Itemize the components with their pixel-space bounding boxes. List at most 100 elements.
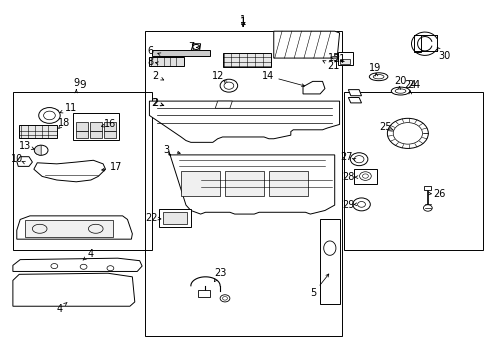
Polygon shape	[303, 81, 325, 94]
Circle shape	[349, 153, 367, 166]
Bar	[13, 92, 152, 250]
Polygon shape	[413, 35, 420, 51]
Bar	[162, 212, 186, 224]
Polygon shape	[17, 157, 32, 166]
Text: 1: 1	[240, 17, 246, 27]
Polygon shape	[168, 151, 334, 214]
Polygon shape	[149, 101, 339, 142]
Polygon shape	[273, 31, 339, 58]
Text: 2: 2	[152, 98, 159, 108]
Polygon shape	[13, 273, 135, 306]
Polygon shape	[13, 258, 142, 271]
Circle shape	[220, 295, 229, 302]
Text: 17: 17	[110, 162, 122, 172]
Text: 16: 16	[104, 120, 116, 129]
Text: 29: 29	[342, 200, 354, 210]
Bar	[103, 122, 116, 131]
Text: 5: 5	[310, 288, 316, 298]
Polygon shape	[320, 220, 339, 304]
Circle shape	[362, 174, 367, 178]
Bar	[144, 31, 341, 336]
Text: 20: 20	[393, 76, 406, 86]
Circle shape	[392, 123, 422, 144]
Circle shape	[34, 145, 48, 155]
Text: 2: 2	[152, 71, 159, 81]
Text: 2: 2	[151, 98, 157, 108]
Circle shape	[39, 108, 60, 123]
Text: 15: 15	[327, 53, 339, 63]
Circle shape	[51, 264, 58, 269]
Text: 14: 14	[261, 71, 273, 81]
Bar	[424, 186, 430, 190]
Circle shape	[357, 202, 365, 207]
Circle shape	[222, 297, 227, 300]
Polygon shape	[34, 160, 105, 182]
Text: 28: 28	[342, 172, 354, 182]
Circle shape	[107, 266, 114, 271]
Circle shape	[220, 79, 237, 92]
Wedge shape	[34, 145, 41, 155]
Text: 13: 13	[19, 141, 31, 151]
Circle shape	[80, 264, 87, 269]
Text: 11: 11	[65, 103, 78, 113]
Ellipse shape	[372, 75, 383, 79]
Circle shape	[423, 205, 431, 211]
Ellipse shape	[394, 89, 405, 93]
Bar	[90, 122, 102, 131]
Text: 12: 12	[211, 71, 224, 81]
Polygon shape	[19, 126, 57, 138]
Circle shape	[43, 111, 55, 120]
Circle shape	[352, 198, 369, 211]
Text: 21: 21	[333, 54, 345, 64]
Text: 19: 19	[368, 63, 381, 73]
Polygon shape	[43, 110, 58, 119]
Text: 27: 27	[340, 152, 352, 162]
Ellipse shape	[368, 73, 387, 81]
Bar	[76, 122, 88, 131]
Text: 4: 4	[88, 248, 94, 258]
Text: 10: 10	[11, 154, 23, 164]
Text: 9: 9	[79, 80, 85, 90]
Circle shape	[353, 156, 363, 163]
Bar	[198, 290, 210, 297]
Bar	[25, 220, 113, 237]
Polygon shape	[149, 57, 183, 66]
Polygon shape	[17, 216, 132, 239]
Polygon shape	[192, 44, 200, 50]
Text: 9: 9	[73, 78, 79, 88]
Bar	[181, 171, 220, 196]
Circle shape	[192, 44, 199, 49]
Text: 24: 24	[407, 80, 420, 90]
Bar	[268, 171, 307, 196]
Text: 21: 21	[326, 61, 339, 71]
Polygon shape	[347, 90, 361, 96]
Bar	[103, 131, 116, 138]
Text: 22: 22	[145, 213, 158, 222]
Bar	[159, 210, 190, 226]
Bar	[337, 51, 352, 65]
Text: 23: 23	[213, 268, 226, 278]
Ellipse shape	[390, 87, 409, 95]
Bar	[353, 168, 376, 184]
Bar	[344, 92, 483, 250]
Bar	[339, 59, 349, 64]
Circle shape	[224, 82, 233, 89]
Text: 30: 30	[437, 51, 449, 61]
Text: 6: 6	[147, 46, 154, 56]
Text: 26: 26	[432, 189, 445, 199]
Circle shape	[359, 172, 370, 180]
Bar	[73, 113, 119, 140]
Polygon shape	[215, 101, 232, 108]
Bar	[224, 171, 264, 196]
Text: 3: 3	[163, 144, 169, 154]
Text: 7: 7	[187, 42, 194, 52]
Text: 1: 1	[240, 15, 245, 26]
Polygon shape	[222, 53, 271, 67]
Polygon shape	[347, 98, 361, 103]
Bar	[90, 131, 102, 138]
Text: 24: 24	[403, 80, 416, 90]
Text: 25: 25	[379, 122, 391, 132]
Text: 18: 18	[58, 118, 70, 128]
Circle shape	[386, 118, 427, 148]
Text: 4: 4	[56, 304, 62, 314]
